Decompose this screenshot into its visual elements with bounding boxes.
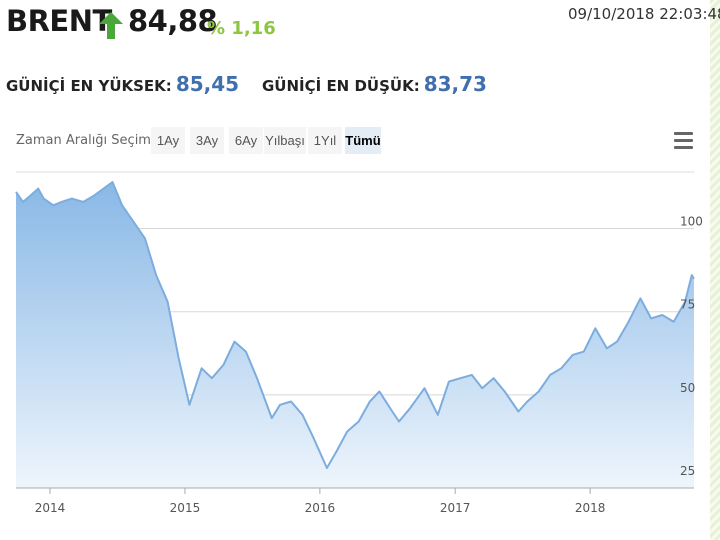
- range-button-tumu[interactable]: Tümü: [345, 127, 381, 154]
- price-area: [16, 182, 694, 488]
- x-tick-label: 2018: [575, 501, 606, 515]
- x-tick-label: 2016: [305, 501, 336, 515]
- range-button-3ay[interactable]: 3Ay: [190, 127, 224, 154]
- intraday-low-label: GÜNİÇİ EN DÜŞÜK:: [262, 77, 420, 95]
- y-tick-label: 50: [680, 381, 695, 395]
- current-price: 84,88: [128, 4, 218, 38]
- y-tick-label: 25: [680, 464, 695, 478]
- price-change: % 1,16: [207, 18, 276, 39]
- quote-timestamp: 09/10/2018 22:03:48: [568, 5, 720, 23]
- arrow-up-icon: [99, 12, 123, 39]
- x-tick-label: 2017: [440, 501, 471, 515]
- intraday-high: GÜNİÇİ EN YÜKSEK: 85,45: [6, 72, 239, 96]
- price-line: [15, 181, 695, 469]
- y-tick-label: 100: [680, 215, 703, 229]
- x-tick-label: 2015: [170, 501, 201, 515]
- decorative-strip: [710, 0, 720, 540]
- chart-menu-icon[interactable]: [674, 132, 694, 149]
- x-tick-label: 2014: [35, 501, 66, 515]
- range-button-yilbasi[interactable]: Yılbaşı: [264, 127, 306, 154]
- intraday-high-value: 85,45: [175, 72, 240, 96]
- range-selector-label: Zaman Aralığı Seçimi: [16, 133, 155, 148]
- range-button-1yil[interactable]: 1Yıl: [308, 127, 342, 154]
- range-button-6ay[interactable]: 6Ay: [229, 127, 263, 154]
- intraday-high-label: GÜNİÇİ EN YÜKSEK:: [6, 77, 172, 95]
- instrument-symbol: BRENT: [6, 4, 112, 38]
- intraday-low-value: 83,73: [423, 72, 487, 96]
- range-button-1ay[interactable]: 1Ay: [151, 127, 185, 154]
- y-tick-label: 75: [680, 298, 695, 312]
- intraday-low: GÜNİÇİ EN DÜŞÜK: 83,73: [262, 72, 487, 96]
- brent-price-chart: 2014 2015 2016 2017 2018 25 50 75 100: [15, 171, 703, 515]
